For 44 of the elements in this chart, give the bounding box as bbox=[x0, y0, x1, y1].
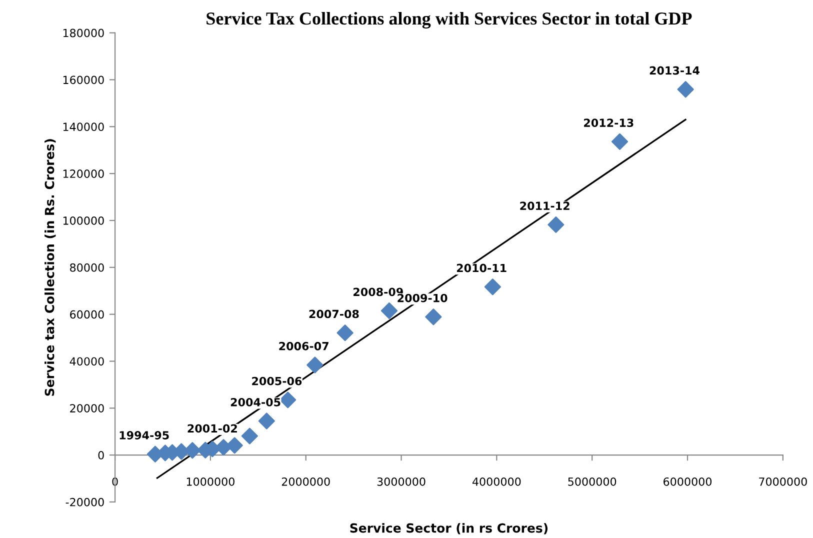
data-label: 2006-07 bbox=[279, 342, 328, 350]
y-tick-label: -20000 bbox=[66, 498, 104, 506]
y-tick-label: 40000 bbox=[70, 357, 104, 366]
data-label: 2012-13 bbox=[584, 118, 634, 128]
point bbox=[548, 216, 564, 233]
y-tick-label: 80000 bbox=[70, 263, 104, 272]
data-label: 2013-14 bbox=[650, 66, 700, 75]
y-tick-label: 100000 bbox=[63, 216, 104, 225]
data-label: 2001-02 bbox=[188, 424, 237, 433]
point bbox=[184, 442, 201, 459]
data-label: 1994-95 bbox=[120, 431, 169, 440]
x-tick-label: 5000000 bbox=[568, 477, 616, 486]
data-label: 2010-11 bbox=[456, 264, 506, 272]
x-axis-title: Service Sector (in rs Crores) bbox=[350, 523, 548, 534]
data-label: 2011-12 bbox=[520, 202, 570, 210]
y-axis-title: Service tax Collection (in Rs. Crores) bbox=[44, 139, 56, 396]
x-tick-label: 7000000 bbox=[759, 477, 807, 486]
point bbox=[280, 392, 296, 408]
y-tick-label: 140000 bbox=[63, 122, 104, 132]
y-tick-label: 0 bbox=[98, 451, 104, 460]
x-tick-label: 4000000 bbox=[472, 477, 521, 486]
point bbox=[306, 356, 324, 374]
x-tick-label: 1000000 bbox=[186, 477, 234, 486]
data-label: 2004-05 bbox=[230, 398, 280, 406]
y-tick-label: 120000 bbox=[63, 170, 104, 178]
x-tick-label: 3000000 bbox=[377, 477, 426, 486]
point bbox=[258, 412, 275, 430]
chart-title: Service Tax Collections along with Services Sector in total GDP bbox=[206, 12, 692, 28]
y-tick-label: 60000 bbox=[70, 310, 104, 319]
point bbox=[380, 302, 398, 320]
data-label: 2007-08 bbox=[309, 310, 359, 318]
point bbox=[336, 324, 354, 342]
point bbox=[226, 437, 243, 454]
point bbox=[677, 81, 694, 98]
y-tick-label: 160000 bbox=[63, 76, 104, 84]
x-tick-label: 6000000 bbox=[664, 477, 712, 486]
point bbox=[425, 308, 442, 326]
point bbox=[611, 133, 628, 150]
y-tick-label: 180000 bbox=[63, 28, 104, 38]
x-tick-label: 2000000 bbox=[282, 477, 330, 486]
data-label: 2005-06 bbox=[252, 376, 302, 386]
point bbox=[241, 428, 258, 444]
point bbox=[484, 278, 501, 296]
y-tick-label: 20000 bbox=[70, 404, 104, 413]
